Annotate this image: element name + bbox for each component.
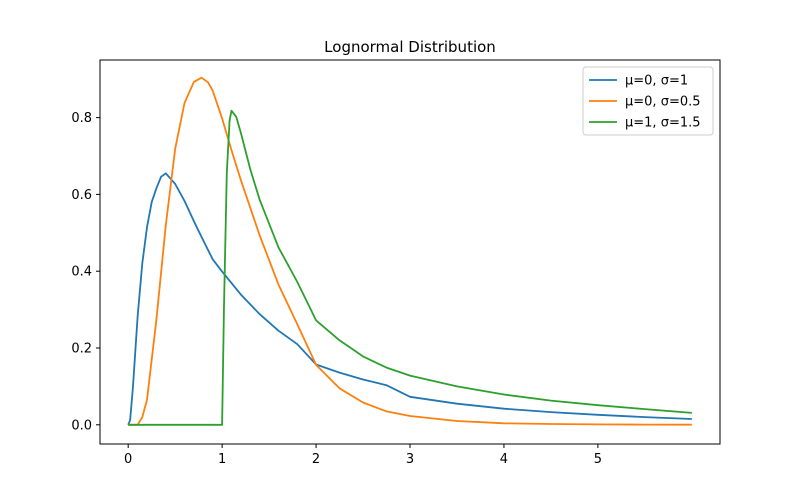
series-line-1 [127,172,692,426]
series-line-3 [128,109,692,426]
legend: μ=0, σ=1 μ=0, σ=0.5 μ=1, σ=1.5 [582,66,714,136]
y-tick-label: 0.6 [71,188,92,203]
x-tick-label: 0 [124,452,132,467]
x-tick-label: 1 [218,452,226,467]
legend-label: μ=0, σ=0.5 [625,95,701,110]
y-axis: 0.0 0.2 0.4 0.6 0.8 [71,111,100,433]
legend-label: μ=0, σ=1 [625,74,688,89]
series-line-2 [128,76,692,426]
series-layer [127,76,692,426]
plot-frame [99,59,721,445]
y-tick-label: 0.8 [71,111,92,126]
y-tick-label: 0.0 [71,418,92,433]
legend-label: μ=1, σ=1.5 [625,116,701,131]
chart-title: Lognormal Distribution [324,38,496,56]
x-tick-label: 4 [500,452,508,467]
legend-box [582,66,714,136]
x-tick-label: 2 [312,452,320,467]
y-tick-label: 0.2 [71,342,92,357]
x-axis: 0 1 2 3 4 5 [124,444,602,467]
x-tick-label: 5 [594,452,602,467]
y-tick-label: 0.4 [71,265,92,280]
x-tick-label: 3 [406,452,414,467]
